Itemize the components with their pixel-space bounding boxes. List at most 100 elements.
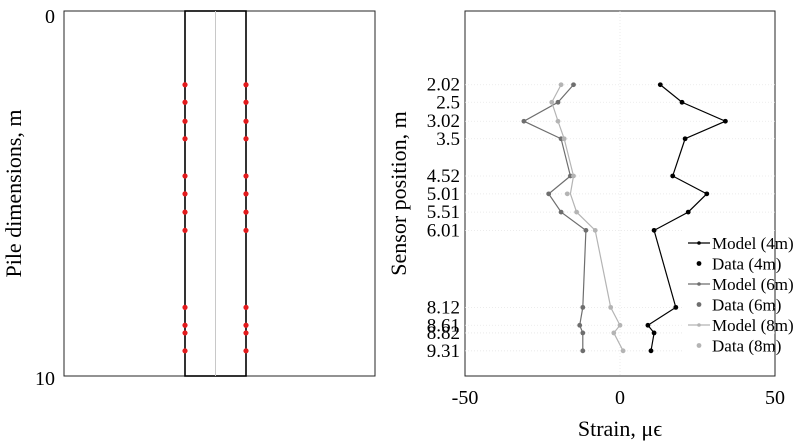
y-tick-label: 5.01 [427,184,460,205]
sensor-markers [182,82,249,354]
data-point [645,322,651,328]
data-point [571,173,576,179]
data-point [673,304,679,310]
sensor-marker-right-8 [243,304,249,310]
x-tick-label: 0 [615,387,625,409]
data-point [723,118,728,124]
data-point [564,191,570,197]
legend-label-4: Model (8m) [712,316,794,335]
data-point [546,191,552,197]
sensor-marker-right-0 [243,82,249,88]
sensor-marker-left-6 [182,209,188,215]
left-ytick-10: 10 [35,368,55,390]
data-point [583,227,589,233]
y-tick-label: 9.31 [427,341,460,362]
legend-marker-2 [697,282,701,286]
data-point [679,99,685,105]
data-point [617,322,623,328]
legend-dot-swatch-3 [696,302,702,307]
sensor-marker-left-3 [182,136,188,142]
y-tick-label: 3.02 [427,111,460,132]
y-tick-label: 8.12 [427,297,460,318]
right-x-axis-label: Strain, μϵ [578,416,662,441]
legend-label-2: Model (6m) [712,275,794,294]
y-tick-label: 6.01 [427,220,460,241]
data-point [561,136,567,142]
x-tick-label: 50 [765,387,785,409]
data-point [657,82,663,88]
sensor-marker-right-4 [243,173,249,179]
data-point [549,99,555,105]
data-point [558,82,564,88]
sensor-marker-left-11 [182,348,188,354]
data-point [555,99,561,105]
sensor-marker-left-0 [182,82,188,88]
legend: Model (4m) Data (4m)Model (6m) Data (6m)Mo… [684,230,794,366]
strain-profile-panel: 2.022.53.023.5 4.525.015.516.01 8.128.618.… [386,10,794,441]
data-point [580,330,586,336]
data-point [685,209,691,215]
data-point [558,209,564,215]
left-ytick-0: 0 [45,6,55,28]
y-tick-label: 5.51 [427,202,460,223]
y-tick-label: 2.02 [427,75,460,96]
data-point [651,227,657,233]
data-point [580,348,586,354]
series-line-2 [522,84,587,351]
legend-label-1: Data (4m) [712,255,781,274]
y-tick-label: 8.82 [427,323,460,344]
data-point [611,330,617,336]
sensor-marker-left-10 [182,330,188,336]
data-point [648,348,654,354]
data-point [651,330,657,336]
x-tick-label: -50 [452,387,479,409]
data-point [555,118,561,124]
x-tick-labels: -50 0 50 [452,387,785,409]
sensor-marker-left-2 [182,118,188,124]
sensor-marker-right-7 [243,227,249,233]
sensor-marker-right-5 [243,191,249,197]
legend-label-5: Data (8m) [712,337,781,356]
data-point [571,82,576,88]
legend-dot-swatch-1 [696,261,702,266]
left-axes-frame [63,10,376,377]
y-tick-label: 3.5 [436,129,460,150]
legend-dot-swatch-5 [696,343,702,348]
sensor-marker-left-9 [182,322,188,328]
y-tick-label: 8.61 [427,315,460,336]
data-point [592,227,598,233]
sensor-marker-right-6 [243,209,249,215]
sensor-marker-left-4 [182,173,188,179]
legend-marker-4 [697,323,701,327]
sensor-marker-right-9 [243,322,249,328]
sensor-marker-right-1 [243,99,249,105]
left-y-axis-label: Pile dimensions, m [1,109,26,277]
y-tick-labels: 2.022.53.023.5 4.525.015.516.01 8.128.618.… [427,75,460,362]
y-tick-label: 4.52 [427,166,460,187]
legend-label-3: Data (6m) [712,296,781,315]
data-point [608,304,614,310]
sensor-marker-left-7 [182,227,188,233]
legend-marker-0 [697,241,701,245]
data-point [704,191,710,197]
data-point [580,304,586,310]
series-layer [521,82,728,354]
sensor-marker-right-3 [243,136,249,142]
data-point [521,118,527,124]
sensor-marker-left-1 [182,99,188,105]
data-point [574,209,579,215]
series-line-4 [551,84,624,352]
y-tick-label: 2.5 [436,92,460,113]
data-point [577,322,583,328]
data-point [682,136,688,142]
data-point [620,348,626,354]
sensor-marker-right-2 [243,118,249,124]
sensor-marker-left-5 [182,191,188,197]
legend-label-0: Model (4m) [712,234,794,253]
data-point [670,173,676,179]
sensor-marker-right-10 [243,330,249,336]
right-y-axis-label: Sensor position, m [386,111,411,275]
pile-schematic-panel: 0 10 Pile dimensions, m [1,6,376,390]
sensor-marker-left-8 [182,304,188,310]
